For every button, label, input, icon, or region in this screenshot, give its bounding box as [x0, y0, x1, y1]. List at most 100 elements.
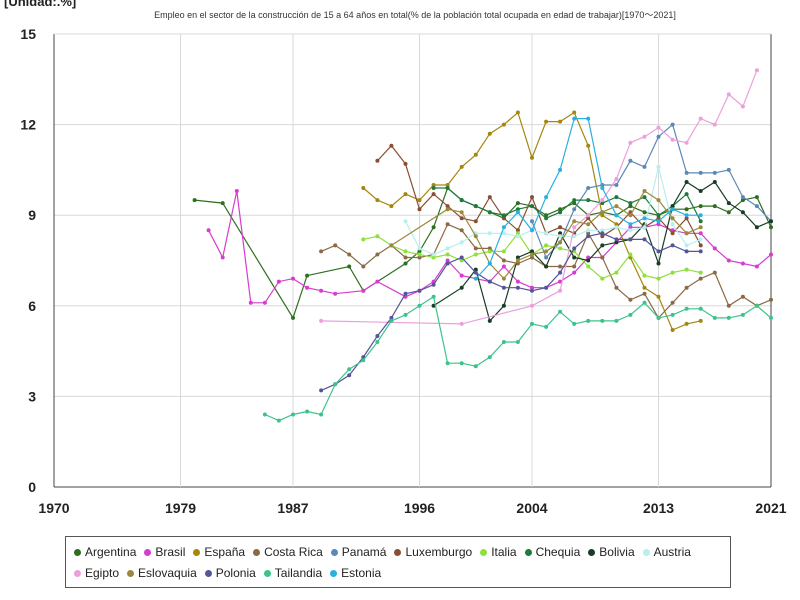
data-point-egipto — [459, 321, 464, 326]
legend-item-costa-rica[interactable]: Costa Rica — [253, 542, 323, 563]
legend-item-egipto[interactable]: Egipto — [74, 563, 119, 584]
data-point-tailandia — [515, 340, 520, 344]
data-point-bolivia — [473, 267, 478, 272]
legend-item-brasil[interactable]: Brasil — [144, 542, 185, 563]
data-point-brasil — [670, 228, 675, 233]
data-point-bolivia — [515, 255, 520, 260]
data-point-chequia — [600, 201, 605, 206]
data-point-eslovaquia — [656, 198, 661, 203]
legend-item-estonia[interactable]: Estonia — [330, 563, 381, 584]
legend-item-espa-a[interactable]: España — [193, 542, 245, 563]
legend-marker — [193, 549, 201, 556]
legend-item-argentina[interactable]: Argentina — [74, 542, 136, 563]
data-point-tailandia — [656, 315, 661, 320]
data-point-chequia — [487, 210, 492, 215]
data-point-eslovaquia — [389, 243, 394, 248]
legend-item-panam-[interactable]: Panamá — [330, 542, 386, 563]
data-point-luxemburgo — [586, 216, 591, 221]
data-point-austria — [431, 252, 436, 257]
data-point-eslovaquia — [459, 210, 464, 215]
data-point-italia — [403, 249, 408, 254]
data-point-estonia — [586, 116, 591, 121]
data-point-egipto — [319, 318, 324, 323]
legend-marker — [127, 570, 135, 577]
data-point-brasil — [206, 228, 211, 233]
data-point-tailandia — [291, 412, 295, 417]
series-tailandia — [262, 294, 773, 423]
legend-item-luxemburgo[interactable]: Luxemburgo — [394, 542, 472, 563]
data-point-costa-rica — [572, 264, 577, 269]
data-point-tailandia — [530, 321, 534, 326]
data-point-costa-rica — [501, 258, 506, 263]
data-point-austria — [698, 237, 703, 242]
data-point-luxemburgo — [459, 216, 464, 221]
legend-item-eslovaquia[interactable]: Eslovaquia — [127, 563, 197, 584]
data-point-polonia — [642, 237, 647, 242]
data-point-argentina — [291, 315, 295, 320]
data-point-tailandia — [726, 315, 731, 320]
data-point-egipto — [656, 125, 661, 130]
data-point-costa-rica — [726, 303, 731, 308]
data-point-italia — [445, 252, 450, 257]
data-point-brasil — [305, 285, 310, 290]
data-point-espa-a — [431, 183, 436, 187]
legend-item-italia[interactable]: Italia — [480, 542, 517, 563]
data-point-chequia — [544, 216, 549, 221]
legend-label: Austria — [653, 545, 691, 559]
legend-label: España — [204, 545, 246, 559]
data-point-austria — [656, 164, 661, 169]
data-point-polonia — [501, 285, 506, 290]
data-point-bolivia — [487, 318, 492, 323]
data-point-estonia — [544, 195, 549, 200]
data-point-eslovaquia — [501, 276, 506, 281]
data-point-bolivia — [614, 240, 619, 245]
data-point-austria — [684, 243, 689, 248]
data-point-tailandia — [445, 361, 450, 366]
data-point-brasil — [234, 189, 239, 193]
legend-item-bolivia[interactable]: Bolivia — [588, 542, 635, 563]
data-point-argentina — [572, 201, 577, 206]
data-point-tailandia — [670, 312, 675, 317]
data-point-espa-a — [501, 122, 506, 127]
data-point-italia — [431, 255, 436, 260]
data-point-argentina — [740, 198, 745, 203]
legend-marker — [330, 570, 338, 577]
data-point-panam- — [656, 134, 661, 139]
data-point-austria — [670, 222, 675, 227]
data-point-argentina — [712, 204, 717, 209]
x-tick-label: 2013 — [643, 500, 674, 516]
data-point-polonia — [403, 291, 408, 296]
legend-item-tailandia[interactable]: Tailandia — [263, 563, 322, 584]
legend-item-polonia[interactable]: Polonia — [204, 563, 256, 584]
legend-item-chequia[interactable]: Chequia — [524, 542, 580, 563]
data-point-egipto — [586, 213, 591, 218]
y-tick-label: 15 — [20, 26, 36, 42]
data-point-bolivia — [459, 285, 464, 290]
data-point-espa-a — [670, 328, 675, 332]
data-point-eslovaquia — [586, 222, 591, 227]
data-point-argentina — [754, 195, 759, 200]
data-point-italia — [544, 243, 549, 248]
data-point-polonia — [572, 246, 577, 251]
data-point-polonia — [375, 334, 380, 338]
data-point-bolivia — [501, 303, 506, 308]
data-point-luxemburgo — [445, 204, 450, 209]
data-point-brasil — [558, 279, 563, 284]
data-point-estonia — [558, 167, 563, 172]
data-point-argentina — [769, 225, 773, 230]
data-point-argentina — [698, 204, 703, 209]
data-point-polonia — [347, 373, 352, 378]
data-point-bolivia — [670, 204, 675, 209]
data-point-italia — [670, 270, 675, 275]
data-point-italia — [459, 258, 464, 263]
data-point-espa-a — [487, 131, 492, 136]
data-point-espa-a — [614, 222, 619, 227]
data-point-tailandia — [347, 367, 352, 372]
legend-item-austria[interactable]: Austria — [642, 542, 691, 563]
data-point-espa-a — [361, 186, 366, 190]
data-point-panam- — [670, 122, 675, 127]
data-point-polonia — [431, 282, 436, 287]
data-point-espa-a — [417, 198, 422, 203]
data-point-chequia — [445, 186, 450, 190]
data-point-chequia — [586, 198, 591, 203]
